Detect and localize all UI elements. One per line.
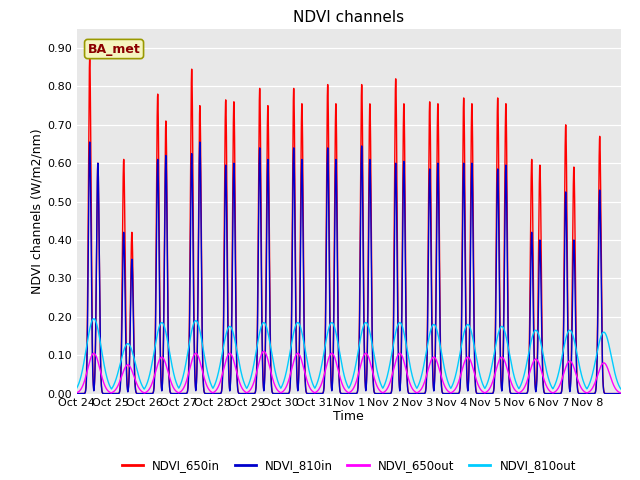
NDVI_650in [100, 391, 108, 396]
NDVI_650in [506, 376, 513, 382]
NDVI_810out [395, 320, 403, 326]
NDVI_810in [73, 391, 81, 396]
NDVI_650in [395, 364, 403, 370]
NDVI_810out [90, 316, 98, 322]
NDVI_650in [617, 391, 625, 396]
NDVI_810out [100, 362, 108, 368]
NDVI_650in [270, 391, 278, 396]
Title: NDVI channels: NDVI channels [293, 10, 404, 25]
NDVI_810out [617, 386, 625, 392]
Line: NDVI_810in: NDVI_810in [77, 142, 621, 394]
NDVI_650in [73, 391, 81, 396]
NDVI_650out [270, 380, 278, 385]
Line: NDVI_650in: NDVI_650in [77, 58, 621, 394]
NDVI_650in [86, 55, 93, 60]
NDVI_650out [506, 373, 513, 379]
NDVI_810in [506, 379, 513, 385]
NDVI_810in [270, 391, 278, 396]
NDVI_810out [419, 368, 426, 374]
NDVI_810out [476, 373, 484, 379]
NDVI_810in [419, 391, 426, 396]
Y-axis label: NDVI channels (W/m2/nm): NDVI channels (W/m2/nm) [30, 128, 43, 294]
Line: NDVI_810out: NDVI_810out [77, 319, 621, 389]
NDVI_810out [270, 362, 278, 368]
Line: NDVI_650out: NDVI_650out [77, 351, 621, 393]
NDVI_810in [86, 139, 93, 145]
NDVI_810in [395, 372, 403, 377]
NDVI_810in [100, 391, 108, 396]
NDVI_650out [617, 390, 625, 396]
NDVI_810in [476, 391, 484, 396]
Legend: NDVI_650in, NDVI_810in, NDVI_650out, NDVI_810out: NDVI_650in, NDVI_810in, NDVI_650out, NDV… [117, 454, 580, 477]
NDVI_810out [506, 350, 513, 356]
NDVI_650in [476, 391, 484, 396]
NDVI_650out [395, 351, 403, 357]
NDVI_650out [73, 390, 81, 396]
Text: BA_met: BA_met [88, 43, 140, 56]
X-axis label: Time: Time [333, 410, 364, 423]
NDVI_650out [260, 348, 268, 354]
NDVI_650in [419, 391, 426, 396]
NDVI_810out [73, 385, 81, 391]
NDVI_650out [100, 381, 108, 387]
NDVI_810out [140, 386, 148, 392]
NDVI_810in [617, 391, 625, 396]
NDVI_650out [476, 386, 484, 392]
NDVI_650out [419, 384, 426, 390]
